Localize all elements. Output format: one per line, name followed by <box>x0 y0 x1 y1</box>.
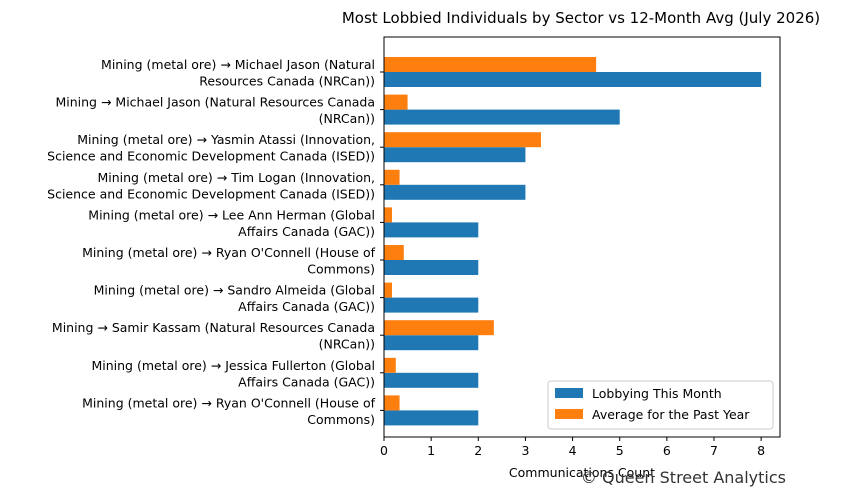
legend-label: Average for the Past Year <box>592 407 750 422</box>
x-tick-label: 4 <box>569 443 577 458</box>
x-tick-label: 8 <box>757 443 765 458</box>
x-tick-label: 5 <box>616 443 624 458</box>
bar-past-year-avg <box>384 169 400 185</box>
bar-past-year-avg <box>384 320 494 336</box>
y-tick-label: Mining (metal ore) → Ryan O'Connell (Hou… <box>82 245 375 277</box>
x-tick-label: 6 <box>663 443 671 458</box>
y-tick-label: Mining (metal ore) → Sandro Almeida (Glo… <box>94 283 375 315</box>
bar-this-month <box>384 297 479 313</box>
y-tick-label: Mining → Michael Jason (Natural Resource… <box>55 95 375 127</box>
y-tick-label: Mining (metal ore) → Yasmin Atassi (Inno… <box>47 132 375 164</box>
bar-this-month <box>384 184 526 200</box>
bar-this-month <box>384 222 479 238</box>
bar-past-year-avg <box>384 245 404 260</box>
x-axis-label: Communications Count <box>509 465 655 480</box>
y-tick-label: Mining (metal ore) → Ryan O'Connell (Hou… <box>82 395 375 427</box>
bars-layer <box>384 57 762 426</box>
legend-box <box>547 380 774 430</box>
bar-this-month <box>384 372 479 388</box>
bar-this-month <box>384 260 479 275</box>
bar-past-year-avg <box>384 207 393 223</box>
x-tick-label: 1 <box>427 443 435 458</box>
x-tick-label: 0 <box>380 443 388 458</box>
y-tick-label: Mining (metal ore) → Lee Ann Herman (Glo… <box>88 207 375 239</box>
plot-frame <box>383 36 781 438</box>
x-axis: 0 1 2 3 4 5 6 7 8 <box>380 437 765 458</box>
x-tick-label: 3 <box>521 443 529 458</box>
bar-past-year-avg <box>384 395 400 411</box>
y-tick-label: Mining → Samir Kassam (Natural Resources… <box>52 320 375 352</box>
bar-past-year-avg <box>384 57 597 72</box>
legend-label: Lobbying This Month <box>592 386 722 401</box>
bar-past-year-avg <box>384 94 408 110</box>
y-tick-label: Mining (metal ore) → Jessica Fullerton (… <box>91 358 375 390</box>
y-axis: Mining (metal ore) → Michael Jason (Natu… <box>47 57 384 427</box>
x-tick-label: 7 <box>710 443 718 458</box>
bar-past-year-avg <box>384 282 393 298</box>
legend: Lobbying This Month Average for the Past … <box>547 380 774 430</box>
bar-past-year-avg <box>384 132 541 148</box>
bar-this-month <box>384 109 620 125</box>
legend-swatch <box>555 409 583 419</box>
bar-this-month <box>384 72 762 87</box>
bar-this-month <box>384 335 479 351</box>
watermark: © Queen Street Analytics <box>581 468 786 487</box>
chart-title: Most Lobbied Individuals by Sector vs 12… <box>342 9 820 27</box>
y-tick-label: Mining (metal ore) → Tim Logan (Innovati… <box>47 170 375 202</box>
y-tick-label: Mining (metal ore) → Michael Jason (Natu… <box>101 57 375 89</box>
bar-this-month <box>384 147 526 163</box>
bar-past-year-avg <box>384 357 396 373</box>
bar-this-month <box>384 410 479 426</box>
legend-swatch <box>555 388 583 398</box>
x-tick-label: 2 <box>474 443 482 458</box>
